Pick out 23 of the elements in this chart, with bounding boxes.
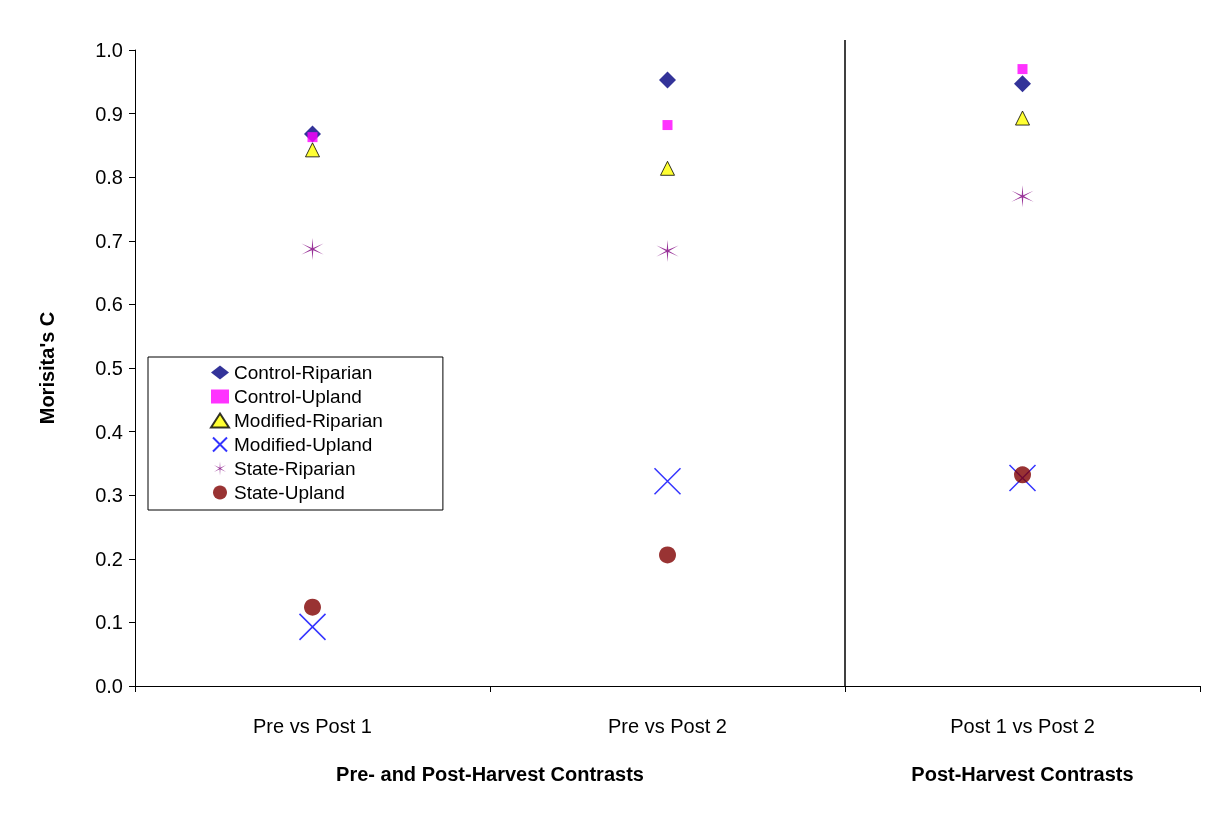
- legend-label: State-Riparian: [234, 458, 356, 479]
- y-tick-label: 0.6: [95, 293, 123, 316]
- legend-label: Control-Riparian: [234, 362, 373, 383]
- text: Post-Harvest Contrasts: [911, 763, 1134, 785]
- y-tick-label: 0.0: [95, 675, 123, 697]
- y-tick-label: 0.7: [95, 229, 123, 252]
- legend-label: Modified-Upland: [234, 434, 373, 455]
- x-tick-label: Pre vs Post 2: [608, 715, 727, 737]
- x-tick-label: Pre vs Post 1: [253, 715, 372, 737]
- y-tick-label: 0.4: [95, 420, 123, 443]
- legend-label: Control-Upland: [234, 386, 362, 407]
- x-tick-label: Post 1 vs Post 2: [950, 715, 1095, 737]
- legend-label: Modified-Riparian: [234, 410, 383, 431]
- legend-label: State-Upland: [234, 482, 345, 503]
- text: Pre- and Post-Harvest Contrasts: [336, 763, 644, 785]
- y-tick-label: 0.9: [95, 102, 123, 125]
- y-tick-label: 0.3: [95, 484, 123, 507]
- y-tick-label: 0.8: [95, 166, 123, 189]
- y-tick-label: 1.0: [95, 39, 123, 61]
- y-tick-label: 0.2: [95, 547, 123, 570]
- y-tick-label: 0.1: [95, 611, 123, 634]
- y-tick-label: 0.5: [95, 357, 123, 379]
- y-axis-title: Morisita's C: [36, 311, 58, 425]
